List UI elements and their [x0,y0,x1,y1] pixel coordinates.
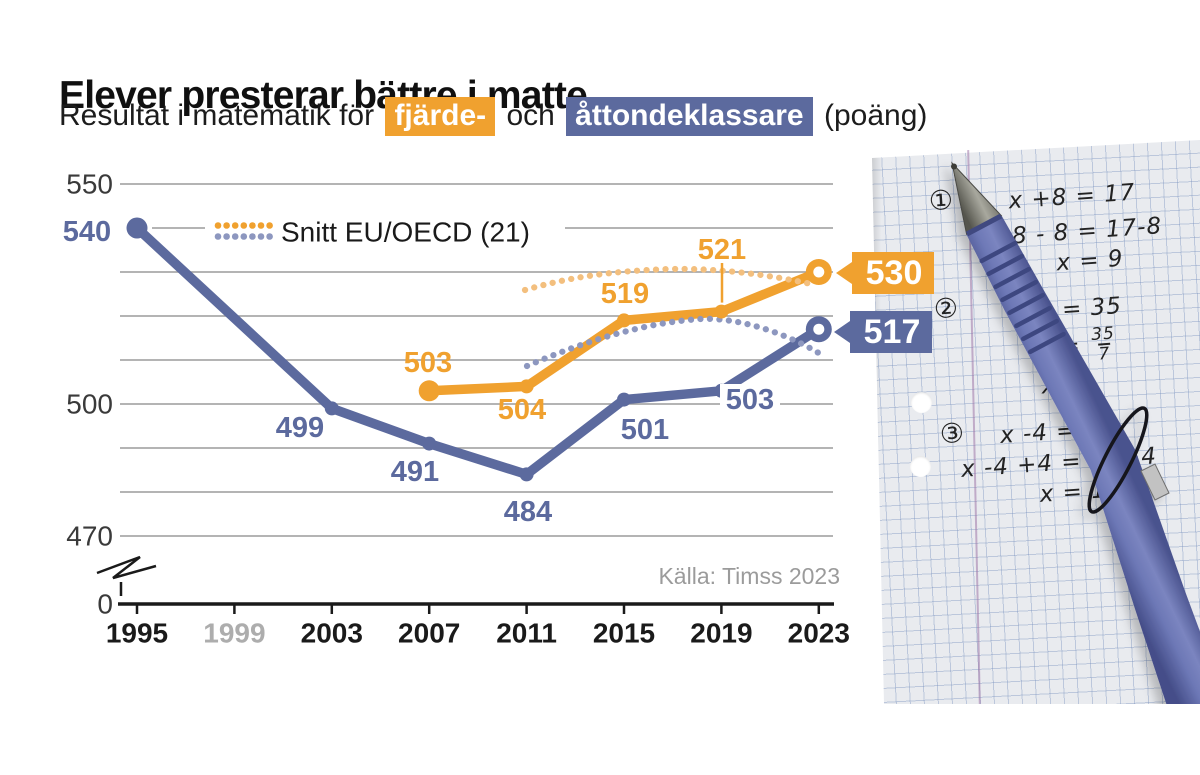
data-label: 503 [404,347,452,379]
series-point [126,217,148,239]
legend-dot-orange [249,222,256,229]
legend-label: Snitt EU/OECD (21) [281,217,530,248]
data-label: 499 [276,412,324,444]
series-point [617,313,631,328]
series-point [714,304,729,319]
legend-dot-orange [231,222,239,229]
pencil-lead-tip [951,163,957,170]
x-axis-label: 2023 [788,618,850,649]
pencil [951,161,1200,704]
eu-oecd-average-dotted-fourth-grade [521,265,815,294]
y-axis-label: 500 [66,389,113,420]
x-axis-label: 1995 [106,618,168,649]
legend-dot-blue [240,233,248,240]
data-label: 484 [504,496,552,528]
series-end-marker-center [813,266,825,278]
pencil-grip-ridge [1020,318,1059,342]
paper-hole-punch [911,392,932,413]
pencil-grip-ridge [1014,305,1052,329]
source-note: Källa: Timss 2023 [658,563,840,589]
pencil-grip-ridge [1007,292,1046,316]
legend-dot-orange [257,222,265,229]
subtitle-highlight-fourth-grade: fjärde- [385,97,496,136]
data-label: 501 [621,414,669,446]
x-axis-label: 1999 [203,618,265,649]
series-point [418,380,440,402]
legend-dot-blue [223,233,230,240]
subtitle-text: Resultat i matematik för [59,99,383,132]
label-mask [720,384,780,416]
x-axis-label: 2007 [398,618,460,649]
legend-dot-orange [223,222,230,229]
data-label: 491 [391,456,439,488]
series-point [324,401,339,416]
data-label: 521 [698,234,746,266]
x-axis-label: 2015 [593,618,655,649]
page: { "header": { "title": "Elever presterar… [59,74,1200,704]
x-axis-label: 2011 [496,618,557,649]
subtitle-text: och [498,99,564,132]
mechanical-pencil [951,161,1200,704]
x-axis-label: 2019 [690,618,752,649]
data-label: 503 [726,384,774,416]
pencil-clip-metal [1140,463,1170,501]
data-label: 504 [498,394,546,426]
pencil-grip-ridge [1000,279,1039,303]
legend-dot-orange [214,222,222,229]
paper-hole-punch [910,456,931,477]
subtitle-text: (poäng) [815,99,928,132]
series-point [519,467,534,482]
pencil-clip-loop [1087,406,1149,514]
legend-dot-orange [266,222,273,229]
y-axis-label: 550 [66,169,113,200]
series-point [519,379,534,394]
pencil-grip-ridge [979,240,1018,264]
subtitle-highlight-eighth-grade: åttondeklassare [566,97,813,136]
series-point [422,436,437,451]
page-title: Elever presterar bättre i matte [59,74,588,118]
y-axis-label: 470 [66,521,113,552]
data-label: 540 [63,216,111,248]
series-point [617,392,631,407]
page-subtitle: Resultat i matematik för fjärde- och ått… [59,97,928,136]
y-axis-label: 0 [97,589,113,620]
legend-dot-blue [257,233,265,240]
eu-oecd-average-dotted-eighth-grade [523,315,829,370]
pencil-ferrule-band [965,213,1003,237]
legend-dot-orange [240,222,248,229]
end-value-badge [836,252,934,294]
notebook-photo: ①x +8 = 17+8 - 8 = 17-8x = 9②= 357x7 = 3… [872,140,1200,704]
end-value-badge [834,311,932,353]
x-axis-label: 2003 [301,618,363,649]
legend-dot-blue [214,233,222,240]
pencil-grip-ridge [993,266,1032,290]
legend-dot-blue [249,233,256,240]
pencil-grip-ridge [1027,331,1066,355]
axis-break-mark [96,555,157,580]
pencil-grip-ridge [986,253,1025,277]
legend-dot-blue [266,233,273,240]
end-value-badge-text: 530 [866,254,923,292]
legend-dot-blue [231,233,239,240]
series-end-marker-center [813,323,825,335]
data-label: 519 [601,278,649,310]
end-value-badge-text: 517 [864,313,921,351]
